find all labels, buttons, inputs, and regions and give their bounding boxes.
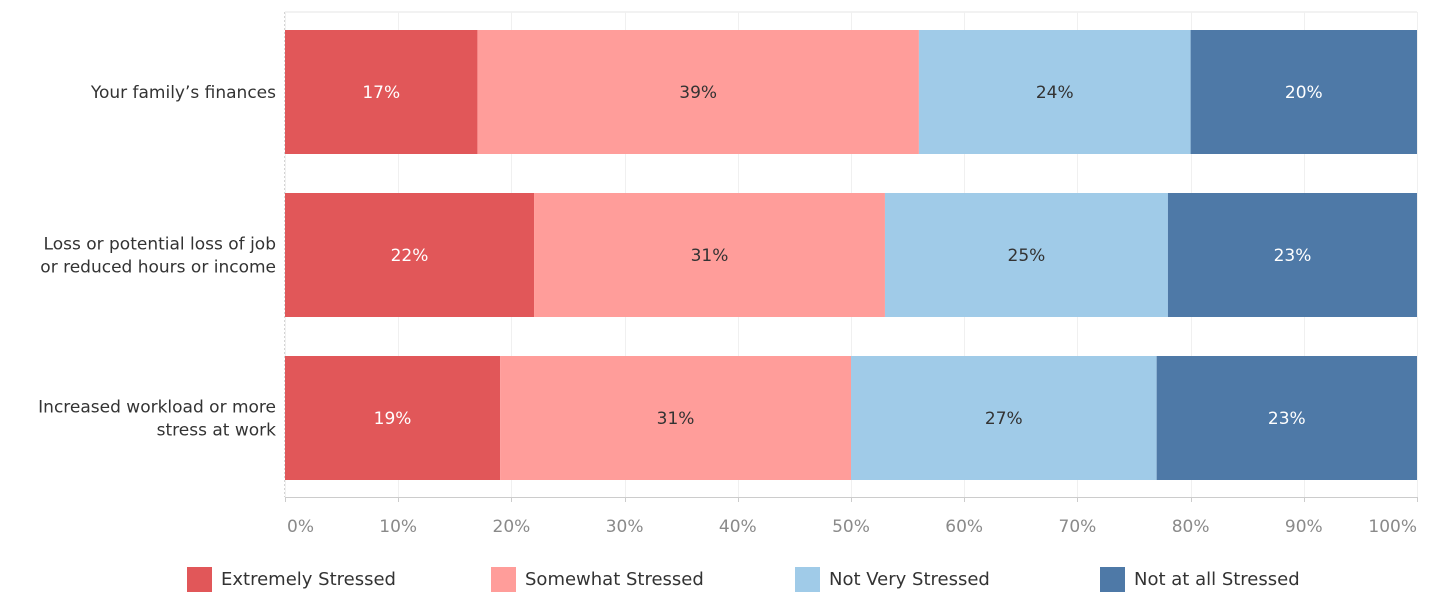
legend-item: Extremely Stressed: [187, 566, 396, 592]
legend: Extremely Stressed Somewhat Stressed Not V…: [0, 566, 1434, 596]
bar-segment: [500, 356, 851, 480]
data-label: 27%: [985, 409, 1023, 429]
data-label: 19%: [374, 409, 412, 429]
x-tick-label: 40%: [719, 517, 757, 537]
legend-label: Somewhat Stressed: [525, 568, 704, 590]
data-label: 23%: [1274, 246, 1312, 266]
bar-segment: [1190, 30, 1417, 154]
bar-segment: [1167, 193, 1417, 317]
bar-segment: [884, 193, 1168, 317]
data-label: 20%: [1285, 83, 1323, 103]
legend-label: Not Very Stressed: [829, 568, 990, 590]
bar-segment: [918, 30, 1191, 154]
x-tick-label: 100%: [1368, 517, 1417, 537]
bar-segment: [1156, 356, 1417, 480]
x-tick-label: 20%: [493, 517, 531, 537]
category-label: Your family’s finances: [90, 83, 276, 103]
bar-segment: [534, 193, 885, 317]
legend-label: Extremely Stressed: [221, 568, 396, 590]
legend-item: Somewhat Stressed: [491, 566, 704, 592]
bar-segment: [285, 356, 501, 480]
legend-swatch: [187, 566, 212, 592]
data-label: 39%: [679, 83, 717, 103]
legend-swatch: [1100, 566, 1125, 592]
x-tick-label: 70%: [1059, 517, 1097, 537]
stacked-bar-chart: 17% 39% 24% 20% Your family’s finances 22% 31%…: [38, 11, 1418, 537]
bar-segment: [285, 30, 478, 154]
x-tick-label: 80%: [1172, 517, 1210, 537]
x-tick-label: 0%: [287, 517, 314, 537]
x-tick-label: 10%: [379, 517, 417, 537]
data-label: 24%: [1036, 83, 1074, 103]
x-tick-label: 50%: [832, 517, 870, 537]
legend-swatch: [795, 566, 820, 592]
x-tick-label: 30%: [606, 517, 644, 537]
bar-segment: [285, 193, 535, 317]
category-label: Increased workload or more: [38, 398, 276, 418]
data-label: 17%: [362, 83, 400, 103]
legend-swatch: [491, 566, 516, 592]
data-label: 25%: [1008, 246, 1046, 266]
data-label: 31%: [657, 409, 695, 429]
category-label: or reduced hours or income: [40, 258, 276, 278]
x-tick-label: 90%: [1285, 517, 1323, 537]
bar-segment: [851, 356, 1157, 480]
data-label: 23%: [1268, 409, 1306, 429]
data-label: 22%: [391, 246, 429, 266]
legend-label: Not at all Stressed: [1134, 568, 1300, 590]
legend-item: Not Very Stressed: [795, 566, 990, 592]
x-tick-label: 60%: [945, 517, 983, 537]
data-label: 31%: [691, 246, 729, 266]
bar-segment: [477, 30, 919, 154]
category-label: Loss or potential loss of job: [44, 235, 276, 255]
legend-item: Not at all Stressed: [1100, 566, 1300, 592]
category-label: stress at work: [157, 421, 276, 441]
